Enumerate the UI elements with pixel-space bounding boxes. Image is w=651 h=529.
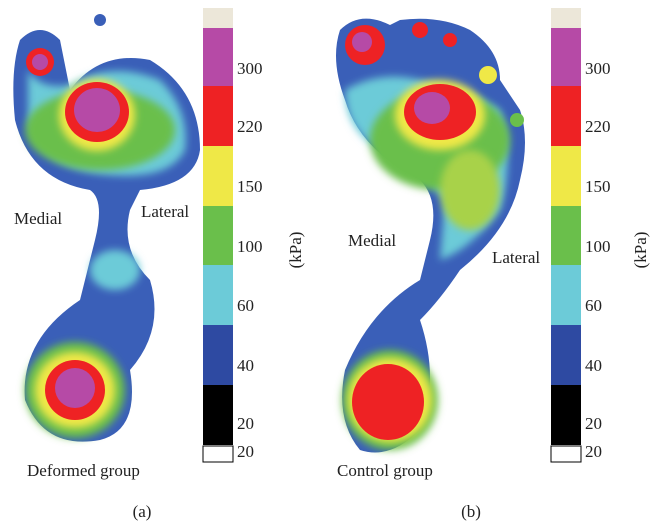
color-scale-segment [551, 385, 581, 445]
scale-label: 100 [585, 237, 611, 256]
scale-label: 60 [237, 296, 254, 315]
color-scale-segment [203, 446, 233, 462]
scale-label: 60 [585, 296, 602, 315]
color-scale-segment [203, 206, 233, 265]
color-scale-segment [203, 325, 233, 385]
panel-caption: (a) [133, 502, 152, 521]
scale-label: 20 [585, 414, 602, 433]
unit-label: (kPa) [631, 232, 650, 269]
color-scale-segment [203, 146, 233, 206]
color-scale-segment [551, 446, 581, 462]
medial-label: Medial [14, 209, 62, 228]
scale-label: 300 [237, 59, 263, 78]
color-scale-segment [203, 265, 233, 325]
color-scale-segment [203, 385, 233, 445]
group-label: Control group [337, 461, 433, 480]
color-scale-segment [203, 8, 233, 28]
scale-label: 40 [237, 356, 254, 375]
scale-label: 40 [585, 356, 602, 375]
panel-caption: (b) [461, 502, 481, 521]
color-scale-segment [551, 8, 581, 28]
scale-label: 220 [585, 117, 611, 136]
unit-label: (kPa) [286, 232, 305, 269]
color-scale-segment [551, 265, 581, 325]
scale-label: 220 [237, 117, 263, 136]
scale-label: 150 [237, 177, 263, 196]
scale-label: 100 [237, 237, 263, 256]
scale-label: 20 [585, 442, 602, 461]
figure: Medial Lateral Deformed group (a) Medial… [0, 0, 651, 529]
color-scale-segment [203, 86, 233, 146]
color-scale-segment [551, 206, 581, 265]
color-scale-segment [203, 28, 233, 86]
group-label: Deformed group [27, 461, 140, 480]
scale-label: 20 [237, 442, 254, 461]
color-scale-segment [551, 28, 581, 86]
scale-label: 20 [237, 414, 254, 433]
color-scale-segment [551, 86, 581, 146]
color-scale-segment [551, 325, 581, 385]
scale-label: 150 [585, 177, 611, 196]
color-scale-segment [551, 146, 581, 206]
lateral-label: Lateral [492, 248, 540, 267]
medial-label: Medial [348, 231, 396, 250]
scale-label: 300 [585, 59, 611, 78]
lateral-label: Lateral [141, 202, 189, 221]
